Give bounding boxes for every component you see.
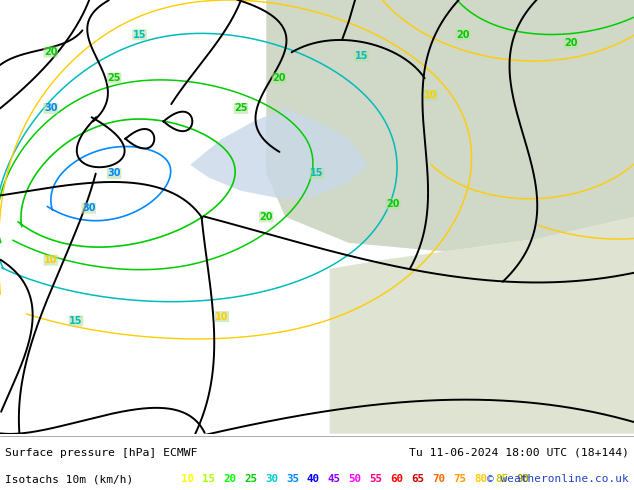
Text: 70: 70 (432, 474, 446, 484)
Text: 30: 30 (44, 103, 58, 113)
Text: 30: 30 (82, 203, 96, 213)
Text: 10: 10 (215, 312, 229, 321)
Text: 80: 80 (474, 474, 488, 484)
Text: 25: 25 (107, 73, 121, 83)
Text: 55: 55 (370, 474, 383, 484)
Text: 20: 20 (564, 38, 578, 49)
Text: 15: 15 (310, 169, 324, 178)
Text: 15: 15 (69, 316, 83, 326)
Text: 50: 50 (349, 474, 362, 484)
Text: 15: 15 (202, 474, 216, 484)
Text: 65: 65 (411, 474, 425, 484)
Text: 30: 30 (265, 474, 278, 484)
Text: 85: 85 (495, 474, 508, 484)
Text: 15: 15 (133, 30, 146, 40)
Text: 20: 20 (44, 47, 58, 57)
Text: 75: 75 (453, 474, 467, 484)
Polygon shape (330, 217, 634, 434)
Text: 20: 20 (272, 73, 286, 83)
Text: 25: 25 (244, 474, 257, 484)
Text: 25: 25 (234, 103, 248, 113)
Text: 90: 90 (516, 474, 529, 484)
Polygon shape (190, 108, 368, 199)
Text: 15: 15 (354, 51, 368, 61)
Text: 35: 35 (286, 474, 299, 484)
Text: 20: 20 (386, 199, 400, 209)
Text: 10: 10 (181, 474, 195, 484)
Text: 30: 30 (107, 169, 121, 178)
Text: 20: 20 (259, 212, 273, 222)
Text: Tu 11-06-2024 18:00 UTC (18+144): Tu 11-06-2024 18:00 UTC (18+144) (409, 448, 629, 458)
Text: 45: 45 (328, 474, 341, 484)
Text: © weatheronline.co.uk: © weatheronline.co.uk (487, 474, 629, 484)
Text: 10: 10 (44, 255, 58, 265)
Text: Isotachs 10m (km/h): Isotachs 10m (km/h) (5, 474, 133, 484)
Text: 40: 40 (307, 474, 320, 484)
Polygon shape (266, 0, 634, 251)
Text: 60: 60 (391, 474, 404, 484)
Text: 10: 10 (424, 90, 438, 100)
Text: 20: 20 (456, 30, 470, 40)
Text: Surface pressure [hPa] ECMWF: Surface pressure [hPa] ECMWF (5, 448, 198, 458)
Text: 20: 20 (223, 474, 236, 484)
